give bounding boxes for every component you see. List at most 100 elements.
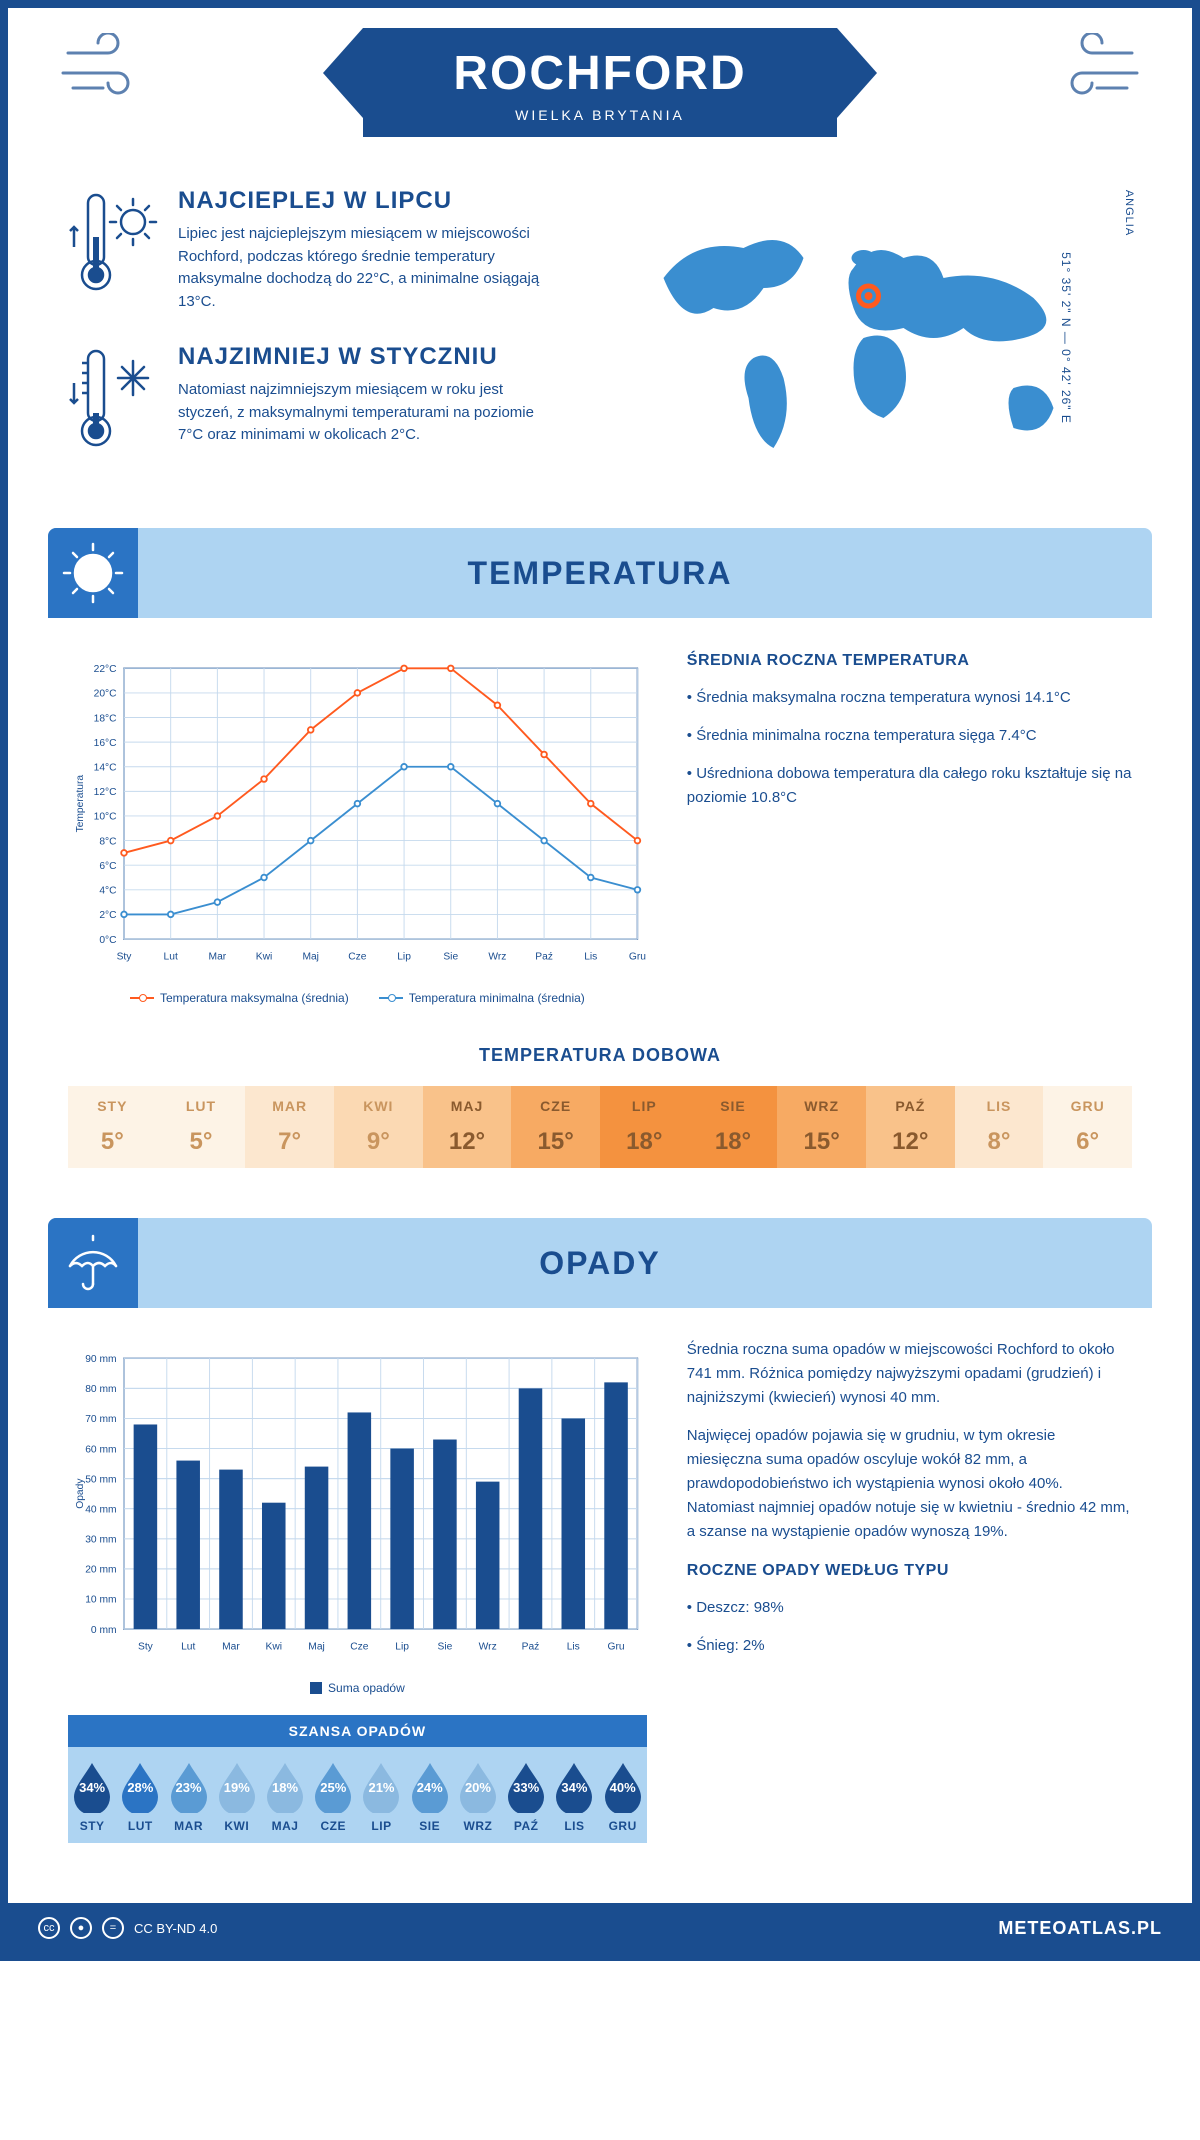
svg-text:Maj: Maj [302,952,319,963]
svg-text:Sty: Sty [117,952,133,963]
svg-text:0°C: 0°C [99,935,117,946]
svg-text:Paź: Paź [535,952,553,963]
svg-text:30 mm: 30 mm [85,1535,116,1546]
svg-text:Lut: Lut [164,952,178,963]
svg-text:Temperatura: Temperatura [75,775,86,833]
temperature-legend: Temperatura maksymalna (średnia) Tempera… [68,991,647,1005]
sun-icon [48,528,138,618]
fact-cold: NAJZIMNIEJ W STYCZNIU Natomiast najzimni… [68,343,585,458]
footer-license: cc ● = CC BY-ND 4.0 [38,1917,217,1939]
svg-text:60 mm: 60 mm [85,1444,116,1455]
chance-cell: 34%STY [68,1761,116,1833]
svg-text:8°C: 8°C [99,836,117,847]
chance-cell: 28%LUT [116,1761,164,1833]
section-title-temperature: TEMPERATURA [138,555,1152,592]
svg-text:6°C: 6°C [99,861,117,872]
precip-chart: 0 mm10 mm20 mm30 mm40 mm50 mm60 mm70 mm8… [68,1338,647,1843]
svg-text:Mar: Mar [209,952,227,963]
svg-text:40 mm: 40 mm [85,1504,116,1515]
chance-cell: 20%WRZ [454,1761,502,1833]
fact-hot-text: Lipiec jest najcieplejszym miesiącem w m… [178,223,558,313]
daily-temp-cell: LIS8° [955,1086,1044,1168]
svg-text:Lis: Lis [584,952,597,963]
temp-info-title: ŚREDNIA ROCZNA TEMPERATURA [687,648,1132,674]
svg-text:Paź: Paź [522,1642,540,1653]
svg-text:70 mm: 70 mm [85,1414,116,1425]
footer: cc ● = CC BY-ND 4.0 METEOATLAS.PL [8,1903,1192,1953]
svg-text:4°C: 4°C [99,886,117,897]
svg-text:90 mm: 90 mm [85,1354,116,1365]
daily-temp-cell: GRU6° [1043,1086,1132,1168]
daily-temp-cell: LIP18° [600,1086,689,1168]
daily-temp-cell: KWI9° [334,1086,423,1168]
precip-type-title: ROCZNE OPADY WEDŁUG TYPU [687,1558,1132,1584]
svg-text:Kwi: Kwi [256,952,273,963]
wind-icon [1042,33,1142,117]
svg-text:Sie: Sie [437,1642,452,1653]
svg-text:0 mm: 0 mm [91,1625,117,1636]
temp-bullet-2: • Średnia minimalna roczna temperatura s… [687,724,1132,748]
region-label: ANGLIA [1123,190,1135,236]
svg-text:10 mm: 10 mm [85,1595,116,1606]
svg-text:20°C: 20°C [94,689,118,700]
precip-info: Średnia roczna suma opadów w miejscowośc… [687,1338,1132,1843]
chance-cell: 25%CZE [309,1761,357,1833]
precip-chance-band: SZANSA OPADÓW 34%STY28%LUT23%MAR19%KWI18… [68,1715,647,1843]
cc-icon: cc [38,1917,60,1939]
facts-column: NAJCIEPLEJ W LIPCU Lipiec jest najcieple… [68,187,585,488]
svg-text:10°C: 10°C [94,812,118,823]
footer-site: METEOATLAS.PL [998,1918,1162,1939]
svg-text:Lis: Lis [567,1642,580,1653]
svg-text:Lip: Lip [395,1642,409,1653]
svg-text:Opady: Opady [75,1478,86,1509]
legend-tmin: Temperatura minimalna (średnia) [409,991,585,1005]
svg-text:Wrz: Wrz [479,1642,497,1653]
svg-text:50 mm: 50 mm [85,1474,116,1485]
daily-temp-cell: LUT5° [157,1086,246,1168]
daily-temperature-table: TEMPERATURA DOBOWA STY5°LUT5°MAR7°KWI9°M… [8,1035,1192,1208]
wind-icon [58,33,158,117]
svg-text:12°C: 12°C [94,787,118,798]
svg-text:Gru: Gru [608,1642,625,1653]
daily-temp-title: TEMPERATURA DOBOWA [68,1045,1132,1066]
svg-text:Wrz: Wrz [488,952,506,963]
chance-cell: 19%KWI [213,1761,261,1833]
chance-cell: 24%SIE [406,1761,454,1833]
svg-text:80 mm: 80 mm [85,1384,116,1395]
world-map: ANGLIA 51° 35' 2" N — 0° 42' 26" E [615,187,1132,488]
section-header-temperature: TEMPERATURA [48,528,1152,618]
thermometer-hot-icon [68,187,158,313]
svg-text:14°C: 14°C [94,762,118,773]
svg-text:Mar: Mar [222,1642,240,1653]
header: ROCHFORD WIELKA BRYTANIA [8,8,1192,177]
precip-snow: • Śnieg: 2% [687,1634,1132,1658]
temperature-info: ŚREDNIA ROCZNA TEMPERATURA • Średnia mak… [687,648,1132,1005]
daily-temp-cell: CZE15° [511,1086,600,1168]
daily-temp-cell: MAR7° [245,1086,334,1168]
chance-cell: 21%LIP [357,1761,405,1833]
svg-text:22°C: 22°C [94,664,118,675]
umbrella-icon [48,1218,138,1308]
world-map-svg [615,208,1132,468]
fact-hot: NAJCIEPLEJ W LIPCU Lipiec jest najcieple… [68,187,585,313]
temp-bullet-1: • Średnia maksymalna roczna temperatura … [687,686,1132,710]
precip-legend: Suma opadów [68,1681,647,1695]
daily-temp-cell: STY5° [68,1086,157,1168]
daily-temp-cell: SIE18° [689,1086,778,1168]
license-text: CC BY-ND 4.0 [134,1921,217,1936]
svg-text:Kwi: Kwi [265,1642,282,1653]
fact-cold-title: NAJZIMNIEJ W STYCZNIU [178,343,558,371]
temp-bullet-3: • Uśredniona dobowa temperatura dla całe… [687,762,1132,810]
legend-precip: Suma opadów [328,1681,405,1695]
svg-text:Gru: Gru [629,952,646,963]
chance-cell: 34%LIS [550,1761,598,1833]
precip-p1: Średnia roczna suma opadów w miejscowośc… [687,1338,1132,1410]
daily-temp-cell: WRZ15° [777,1086,866,1168]
city-name: ROCHFORD [453,46,746,101]
coordinates: 51° 35' 2" N — 0° 42' 26" E [1059,252,1073,424]
by-icon: ● [70,1917,92,1939]
temperature-chart: 0°C2°C4°C6°C8°C10°C12°C14°C16°C18°C20°C2… [68,648,647,1005]
precip-rain: • Deszcz: 98% [687,1596,1132,1620]
section-header-precip: OPADY [48,1218,1152,1308]
svg-text:Sty: Sty [138,1642,154,1653]
